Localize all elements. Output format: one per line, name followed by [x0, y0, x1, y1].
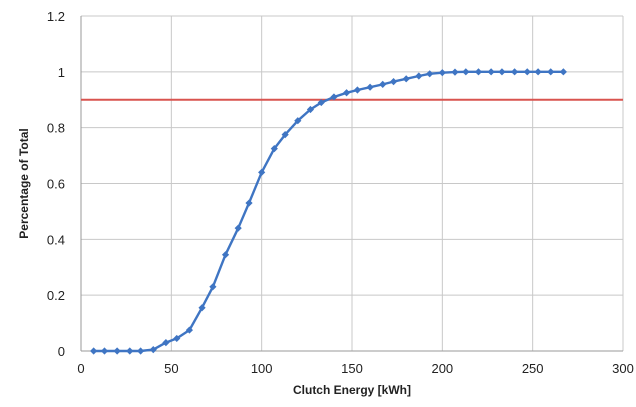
data-point — [353, 86, 362, 94]
data-point — [498, 68, 506, 76]
y-tick-label: 0.8 — [47, 121, 65, 136]
y-tick-label: 0.6 — [47, 177, 65, 192]
x-tick-label: 0 — [77, 361, 84, 376]
data-point — [511, 68, 519, 76]
y-tick-label: 0.2 — [47, 288, 65, 303]
data-point — [258, 168, 266, 176]
data-point — [185, 326, 193, 334]
y-axis-title: Percentage of Total — [17, 128, 31, 238]
data-point — [162, 339, 170, 347]
x-tick-label: 150 — [341, 361, 363, 376]
x-tick-label: 50 — [164, 361, 178, 376]
data-point — [523, 68, 531, 76]
data-point — [100, 347, 109, 355]
gridlines — [81, 15, 624, 351]
data-point — [113, 347, 121, 355]
data-point — [294, 117, 302, 125]
data-point — [281, 131, 289, 139]
x-tick-label: 100 — [251, 361, 273, 376]
data-point — [306, 105, 315, 114]
data-point — [149, 346, 157, 354]
data-point — [173, 334, 181, 343]
data-point — [438, 69, 446, 77]
data-point — [270, 145, 278, 153]
data-point — [126, 347, 134, 355]
series-line — [93, 70, 564, 353]
data-point — [198, 304, 206, 312]
data-point — [474, 68, 483, 76]
y-tick-label: 1 — [58, 65, 65, 80]
axes — [80, 16, 623, 352]
y-tick-label: 1.2 — [47, 9, 65, 24]
y-tick-label: 0.4 — [47, 232, 65, 247]
x-tick-label: 300 — [612, 361, 634, 376]
data-point — [426, 70, 434, 78]
data-point — [451, 68, 459, 76]
data-point — [209, 283, 217, 291]
data-point — [487, 68, 495, 76]
data-point — [415, 72, 423, 80]
data-point — [234, 224, 242, 232]
data-point — [245, 199, 253, 207]
data-point — [379, 80, 387, 88]
data-point — [90, 347, 98, 355]
data-point — [462, 68, 470, 76]
x-tick-label: 250 — [522, 361, 544, 376]
x-axis-title: Clutch Energy [kWh] — [293, 383, 411, 397]
data-point — [330, 93, 338, 101]
tick-labels: 0 50 100 150 200 250 300 0 0.2 0.4 0.6 0.8 1 1.2 — [47, 9, 634, 376]
data-point — [534, 68, 542, 76]
data-point — [559, 68, 567, 76]
data-point — [137, 347, 145, 355]
data-point — [317, 98, 325, 107]
data-point — [402, 75, 410, 83]
x-tick-label: 200 — [431, 361, 453, 376]
data-point — [366, 83, 374, 91]
data-point — [221, 251, 230, 259]
series-layer — [90, 68, 567, 355]
data-point — [342, 89, 351, 97]
data-point — [389, 78, 398, 86]
data-point — [547, 68, 555, 76]
y-tick-label: 0 — [58, 344, 65, 359]
